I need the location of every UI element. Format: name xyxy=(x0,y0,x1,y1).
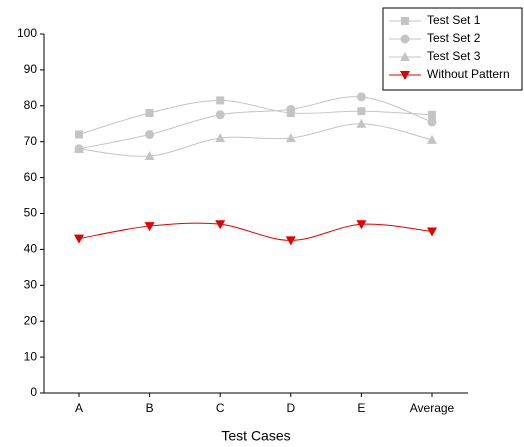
marker xyxy=(145,130,155,140)
marker xyxy=(216,96,225,105)
x-axis-label: Test Cases xyxy=(221,428,290,444)
x-tick-label: B xyxy=(146,401,154,415)
marker xyxy=(215,133,226,143)
marker xyxy=(74,143,84,153)
marker xyxy=(427,117,437,127)
y-tick-label: 90 xyxy=(24,62,38,76)
marker xyxy=(356,92,366,102)
legend-label: Test Set 2 xyxy=(427,31,481,45)
marker xyxy=(215,220,226,230)
marker xyxy=(356,118,367,128)
series-line xyxy=(78,222,433,241)
marker xyxy=(215,110,225,120)
x-tick-label: C xyxy=(216,401,225,415)
series-line xyxy=(78,123,433,157)
y-tick-label: 70 xyxy=(24,134,38,148)
x-tick-label: D xyxy=(286,401,295,415)
x-tick-label: Average xyxy=(410,401,455,415)
marker xyxy=(285,133,296,143)
marker xyxy=(74,234,84,244)
marker xyxy=(145,108,154,117)
marker xyxy=(400,52,410,61)
marker xyxy=(428,110,436,119)
legend-label: Test Set 1 xyxy=(427,13,481,27)
y-tick-label: 80 xyxy=(24,98,38,112)
y-tick-label: 100 xyxy=(17,26,37,40)
marker xyxy=(356,220,367,230)
y-tick-label: 40 xyxy=(24,242,38,256)
marker xyxy=(401,17,409,25)
series-line xyxy=(78,99,433,135)
y-tick-label: 30 xyxy=(24,277,38,291)
marker xyxy=(357,107,366,116)
marker xyxy=(75,130,83,139)
series-line xyxy=(78,96,433,150)
legend-label: Without Pattern xyxy=(427,67,510,81)
x-tick-label: E xyxy=(357,401,365,415)
y-tick-label: 0 xyxy=(30,385,37,399)
y-tick-label: 50 xyxy=(24,206,38,220)
marker xyxy=(400,71,410,80)
y-tick-label: 10 xyxy=(24,349,38,363)
marker xyxy=(285,236,296,246)
y-tick-label: 20 xyxy=(24,313,38,327)
legend-label: Test Set 3 xyxy=(427,49,481,63)
x-tick-label: A xyxy=(75,401,83,415)
marker xyxy=(427,134,437,144)
marker xyxy=(427,227,437,237)
marker xyxy=(400,34,410,44)
marker xyxy=(144,222,155,232)
y-tick-label: 60 xyxy=(24,170,38,184)
marker xyxy=(286,104,296,114)
marker xyxy=(144,151,155,161)
